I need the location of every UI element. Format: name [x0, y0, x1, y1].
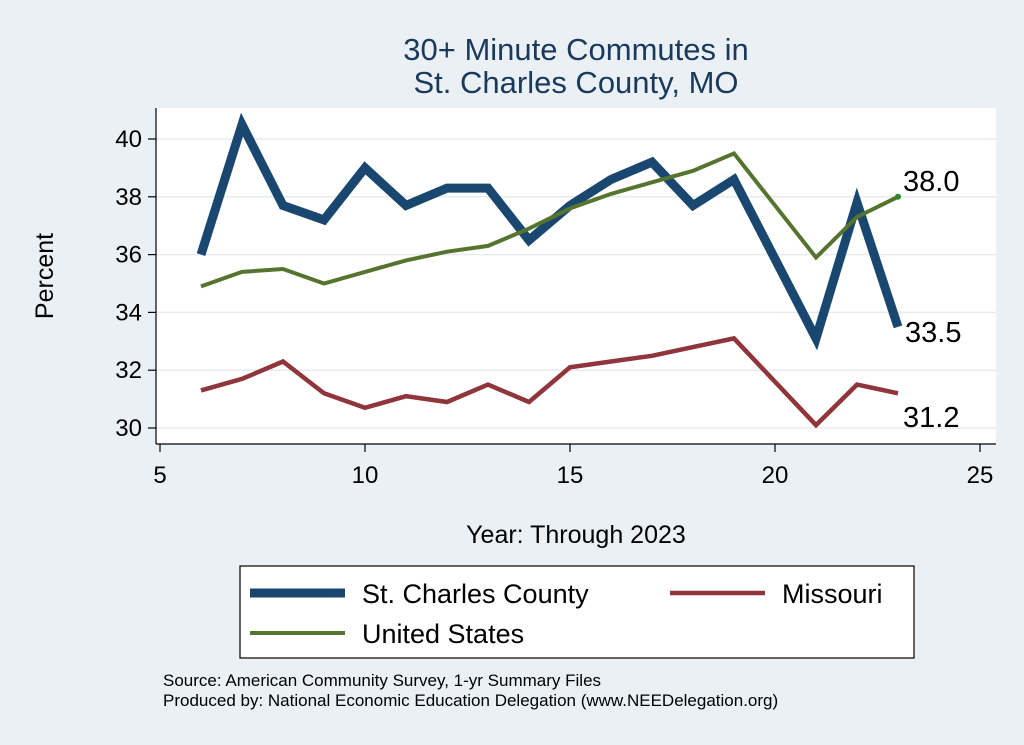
end-value-label: 31.2: [903, 402, 959, 434]
y-tick-label: 30: [115, 415, 142, 442]
y-tick-label: 40: [115, 126, 142, 153]
series-line-st-charles-county: [196, 112, 903, 351]
y-tick-label: 36: [115, 242, 142, 269]
chart-title-line: St. Charles County, MO: [413, 65, 738, 100]
legend-box: [239, 565, 915, 659]
plot-area: [156, 108, 996, 444]
end-value-label: 38.0: [903, 166, 959, 198]
legend-label: United States: [362, 619, 524, 649]
legend: St. Charles County Missouri United States: [239, 565, 915, 659]
source-note: Source: American Community Survey, 1-yr …: [163, 671, 601, 690]
x-tick-label: 20: [762, 462, 789, 489]
y-tick-label: 38: [115, 184, 142, 211]
y-tick-label: 32: [115, 357, 142, 384]
y-tick-label: 34: [115, 299, 142, 326]
source-notes: Source: American Community Survey, 1-yr …: [163, 671, 778, 710]
series-line-missouri: [200, 335, 899, 429]
chart-title-line: 30+ Minute Commutes in: [403, 32, 748, 67]
x-tick-label: 10: [352, 462, 379, 489]
end-value-label: 33.5: [905, 317, 961, 349]
y-axis-title: Percent: [31, 233, 59, 319]
x-tick-label: 5: [153, 462, 166, 489]
x-axis: 5 10 15 20 25: [153, 443, 996, 489]
legend-label: Missouri: [782, 579, 883, 609]
series-end-point: [895, 193, 901, 200]
x-tick-label: 15: [557, 462, 584, 489]
x-tick-label: 25: [967, 462, 994, 489]
series-line-united-states: [200, 150, 899, 289]
y-axis: 30 32 34 36 38 40: [115, 108, 157, 444]
series-lines: [196, 112, 903, 429]
legend-label: St. Charles County: [362, 579, 589, 609]
source-note: Produced by: National Economic Education…: [163, 691, 778, 710]
x-axis-title: Year: Through 2023: [466, 521, 686, 549]
end-value-labels: 33.5 31.2 38.0: [903, 166, 961, 434]
